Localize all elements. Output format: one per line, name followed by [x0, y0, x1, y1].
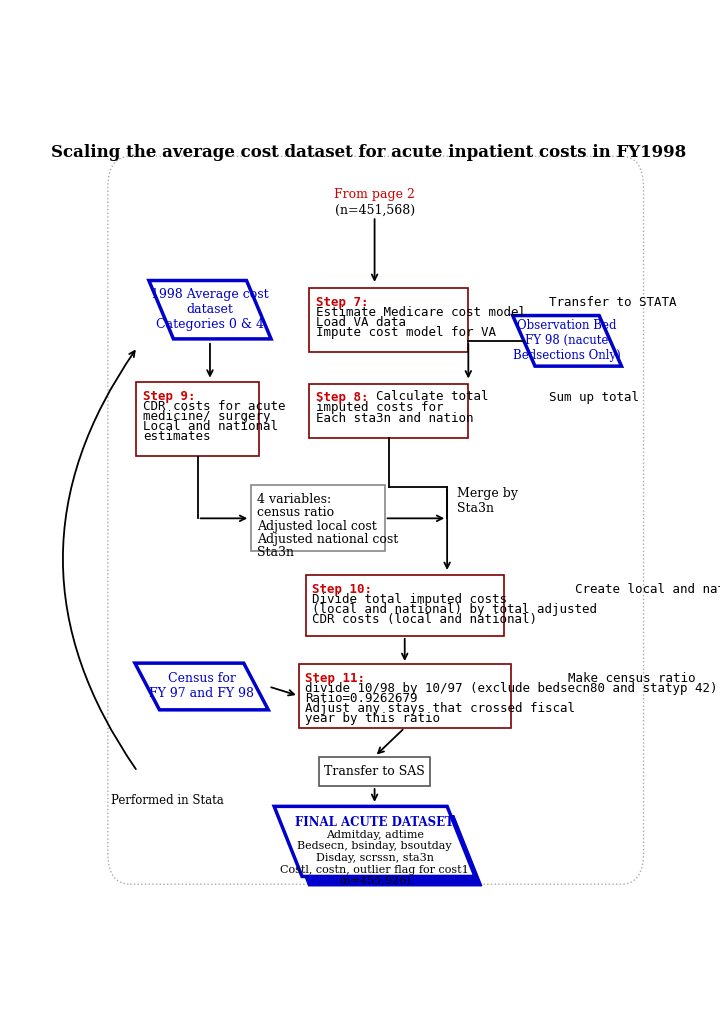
Text: Transfer to SAS: Transfer to SAS [324, 765, 425, 777]
Text: Step 8:: Step 8: [315, 391, 376, 404]
Text: (n=451,568): (n=451,568) [335, 203, 415, 216]
Text: Each sta3n and nation: Each sta3n and nation [315, 411, 473, 425]
Text: Step 9:: Step 9: [143, 390, 203, 403]
Text: Create local and national rates.: Create local and national rates. [575, 583, 720, 595]
Bar [309, 383, 468, 438]
Bar [306, 575, 504, 636]
Text: Adjust any stays that crossed fiscal: Adjust any stays that crossed fiscal [305, 702, 575, 715]
Text: From page 2: From page 2 [334, 188, 415, 201]
Text: Census for
FY 97 and FY 98: Census for FY 97 and FY 98 [149, 672, 254, 701]
Text: 1998 Average cost
dataset
Categories 0 & 4: 1998 Average cost dataset Categories 0 &… [151, 288, 269, 332]
Text: Load VA data: Load VA data [315, 315, 405, 329]
Text: (local and national) by total adjusted: (local and national) by total adjusted [312, 603, 598, 616]
Text: Estimate Medicare cost model: Estimate Medicare cost model [315, 305, 526, 318]
Text: Make census ratio: Make census ratio [567, 671, 695, 684]
Text: Adjusted national cost: Adjusted national cost [258, 533, 399, 546]
Text: Merge by
Sta3n: Merge by Sta3n [457, 487, 518, 516]
Text: Performed in Stata: Performed in Stata [111, 794, 224, 807]
Bar [251, 485, 384, 551]
Text: Observation Bed
FY 98 (nacute
Bedsections Only): Observation Bed FY 98 (nacute Bedsection… [513, 319, 621, 362]
Bar [136, 382, 259, 456]
Text: Step 7:: Step 7: [315, 295, 376, 308]
Polygon shape [135, 663, 269, 710]
Text: medicine/ surgery: medicine/ surgery [143, 410, 271, 424]
Text: Admitday, adtime
Bedsecn, bsinday, bsoutday
Disday, scrssn, sta3n
Costl, costn, : Admitday, adtime Bedsecn, bsinday, bsout… [280, 830, 469, 887]
Polygon shape [513, 315, 621, 366]
Bar [299, 664, 510, 728]
Text: Ratio=0.9262679: Ratio=0.9262679 [305, 692, 418, 705]
Text: 4 variables:: 4 variables: [258, 493, 331, 507]
Text: Divide total imputed costs: Divide total imputed costs [312, 593, 508, 606]
Bar [319, 756, 431, 787]
Text: CDR costs (local and national): CDR costs (local and national) [312, 613, 537, 626]
Text: divide 10/98 by 10/97 (exclude bedsecn80 and statyp 42): divide 10/98 by 10/97 (exclude bedsecn80… [305, 681, 718, 695]
Text: Step 11:: Step 11: [305, 671, 373, 684]
Bar [309, 288, 468, 352]
Text: Sta3n: Sta3n [258, 546, 294, 559]
Text: Local and national: Local and national [143, 421, 278, 434]
Text: Transfer to STATA: Transfer to STATA [549, 295, 676, 308]
Text: imputed costs for: imputed costs for [315, 401, 444, 415]
Text: Sum up total: Sum up total [549, 391, 639, 404]
Text: CDR costs for acute: CDR costs for acute [143, 400, 286, 413]
Text: Calculate total: Calculate total [376, 390, 489, 403]
Polygon shape [274, 807, 475, 877]
Text: estimates: estimates [143, 431, 210, 444]
Polygon shape [149, 280, 271, 339]
Text: FINAL ACUTE DATASET: FINAL ACUTE DATASET [295, 817, 454, 829]
Text: Adjusted local cost: Adjusted local cost [258, 520, 377, 533]
Text: Impute cost model for VA: Impute cost model for VA [315, 326, 495, 339]
Text: year by this ratio: year by this ratio [305, 712, 441, 725]
Text: Step 10:: Step 10: [312, 583, 380, 595]
Text: Scaling the average cost dataset for acute inpatient costs in FY1998: Scaling the average cost dataset for acu… [51, 144, 687, 161]
Text: census ratio: census ratio [258, 507, 335, 520]
Polygon shape [281, 816, 482, 886]
